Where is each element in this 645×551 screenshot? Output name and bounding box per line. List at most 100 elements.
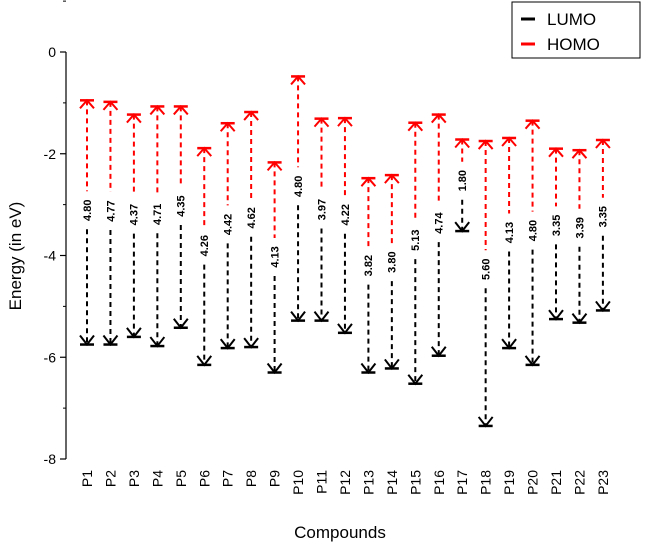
- x-tick-label: P8: [243, 470, 259, 487]
- x-tick-label: P19: [501, 470, 517, 495]
- energy-arrow-p19: 4.13: [501, 136, 517, 350]
- homo-arrowhead: [477, 139, 494, 150]
- gap-label: 4.80: [82, 200, 94, 221]
- homo-arrowhead: [313, 117, 330, 128]
- homo-arrowhead: [102, 100, 119, 111]
- energy-arrow-p5: 4.35: [173, 104, 189, 330]
- x-tick-label: P20: [525, 470, 541, 495]
- homo-arrowhead: [524, 119, 541, 130]
- lumo-arrowhead: [360, 362, 377, 375]
- x-tick-label: P21: [548, 470, 564, 495]
- homo-arrowhead: [454, 137, 470, 149]
- gap-label: 4.62: [246, 207, 258, 228]
- energy-arrow-p20: 4.80: [524, 119, 541, 367]
- y-tick-label: -2: [44, 146, 57, 162]
- x-axis-label: Compounds: [294, 523, 386, 542]
- gap-label: 3.82: [363, 255, 375, 276]
- gap-label: 3.35: [598, 206, 610, 227]
- homo-arrowhead: [501, 136, 517, 147]
- x-tick-label: P17: [454, 470, 470, 495]
- gap-label: 4.26: [199, 235, 211, 256]
- x-tick-label: P5: [173, 470, 189, 487]
- homo-arrowhead: [149, 104, 166, 116]
- energy-arrow-p9: 4.13: [266, 160, 283, 375]
- legend: LUMO HOMO: [511, 1, 641, 59]
- energy-arrow-p22: 3.39: [571, 148, 588, 325]
- lumo-arrowhead: [290, 311, 306, 323]
- homo-arrowhead: [548, 147, 564, 158]
- gap-label: 3.39: [574, 217, 586, 238]
- gap-label: 4.22: [340, 204, 352, 225]
- lumo-arrowhead: [430, 346, 447, 358]
- homo-arrowhead: [196, 146, 213, 157]
- x-tick-label: P15: [407, 470, 423, 495]
- homo-arrowhead: [360, 176, 377, 187]
- gap-label: 4.80: [293, 176, 305, 197]
- lumo-arrowhead: [548, 309, 564, 321]
- x-tick-label: P3: [126, 470, 142, 487]
- energy-arrow-p3: 4.37: [126, 113, 142, 339]
- energy-arrow-p12: 4.22: [337, 116, 353, 335]
- x-tick-label: P9: [267, 470, 283, 487]
- gap-label: 5.13: [410, 229, 422, 250]
- homo-arrowhead: [595, 138, 611, 149]
- lumo-arrowhead: [79, 334, 95, 347]
- x-tick-label: P4: [149, 470, 165, 487]
- x-tick-label: P11: [314, 470, 330, 494]
- homo-arrowhead: [219, 121, 236, 132]
- x-tick-label: P7: [220, 470, 236, 487]
- gap-label: 4.77: [105, 200, 117, 221]
- homo-arrowhead: [126, 113, 142, 124]
- x-tick-label: P10: [290, 470, 306, 495]
- y-tick-label: -8: [44, 451, 57, 467]
- gap-label: 4.13: [269, 246, 281, 267]
- x-tick-label: P22: [571, 470, 587, 495]
- homo-arrowhead: [430, 113, 447, 124]
- x-tick-label: P18: [478, 470, 494, 495]
- legend-box: [511, 1, 641, 59]
- energy-arrow-p7: 4.42: [219, 121, 236, 350]
- gap-label: 4.42: [223, 214, 235, 235]
- energy-arrow-p6: 4.26: [196, 146, 213, 367]
- homo-arrowhead: [290, 74, 306, 86]
- gap-label: 4.13: [504, 222, 516, 243]
- gap-label: 3.80: [387, 251, 399, 272]
- gap-label: 3.35: [551, 215, 563, 236]
- energy-arrow-p17: 1.80: [454, 137, 470, 233]
- x-tick-label: P1: [79, 470, 95, 487]
- y-axis: 0 -2 -4 -6 -8: [44, 0, 67, 467]
- energy-arrow-p11: 3.97: [313, 117, 330, 323]
- energy-arrow-p10: 4.80: [290, 74, 306, 323]
- energy-arrow-p14: 3.80: [384, 173, 400, 371]
- homo-arrowhead: [407, 121, 424, 132]
- energy-arrow-p16: 4.74: [430, 113, 447, 358]
- lumo-arrowhead: [595, 300, 611, 313]
- energy-arrow-p2: 4.77: [102, 100, 119, 347]
- gap-label: 3.97: [316, 199, 328, 220]
- energy-arrow-p15: 5.13: [407, 121, 424, 386]
- energy-arrow-p4: 4.71: [149, 104, 166, 348]
- x-tick-label: P12: [337, 470, 353, 495]
- lumo-arrowhead: [243, 337, 259, 349]
- x-tick-label: P6: [196, 470, 212, 487]
- lumo-arrowhead: [571, 313, 588, 325]
- energy-arrow-p21: 3.35: [548, 147, 564, 321]
- legend-label-homo: HOMO: [547, 35, 600, 54]
- lumo-arrowhead: [219, 338, 236, 350]
- lumo-arrowhead: [384, 358, 400, 371]
- x-tick-label: P14: [384, 470, 400, 495]
- lumo-arrowhead: [266, 362, 283, 375]
- homo-arrowhead: [79, 98, 95, 109]
- energy-arrow-p23: 3.35: [595, 138, 611, 313]
- x-tick-label: P16: [431, 470, 447, 495]
- gap-label: 4.71: [152, 204, 164, 225]
- lumo-arrowhead: [313, 311, 330, 323]
- lumo-arrowhead: [501, 338, 517, 350]
- lumo-arrowhead: [454, 221, 470, 233]
- energy-arrow-p13: 3.82: [360, 176, 377, 375]
- y-axis-label: Energy (in eV): [6, 202, 25, 311]
- lumo-arrowhead: [126, 327, 142, 339]
- x-axis: P1 P2 P3 P4 P5 P6 P7 P8 P9 P10 P11 P12 P13 P14 P15 P16 P…: [79, 470, 611, 495]
- lumo-arrowhead: [524, 355, 541, 367]
